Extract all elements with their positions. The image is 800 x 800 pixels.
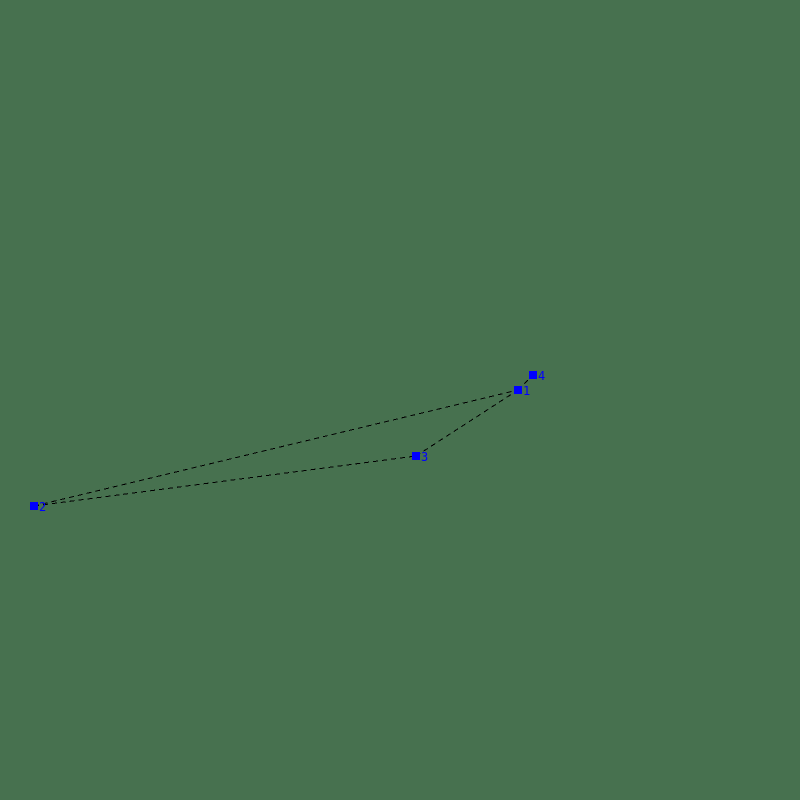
graph-edge-2-1 — [33, 389, 519, 507]
graph-edge-3-1 — [415, 389, 519, 457]
graph-node-4[interactable] — [529, 371, 537, 379]
graph-node-3[interactable] — [412, 452, 420, 460]
graph-node-label-3: 3 — [421, 450, 428, 464]
graph-node-1[interactable] — [514, 386, 522, 394]
graph-node-label-4: 4 — [538, 369, 545, 383]
graph-node-label-2: 2 — [39, 500, 46, 514]
graph-node-label-1: 1 — [523, 384, 530, 398]
graph-edge-2-3 — [33, 455, 417, 507]
graph-node-2[interactable] — [30, 502, 38, 510]
